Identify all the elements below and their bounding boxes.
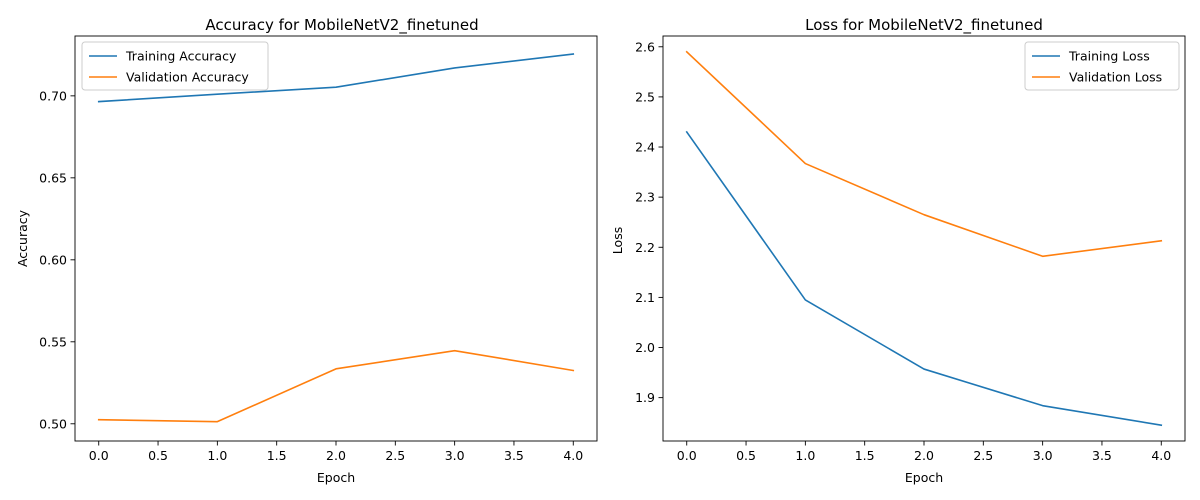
accuracy-axes-frame xyxy=(74,35,598,442)
loss-x-tick-label: 3.0 xyxy=(1033,448,1053,463)
accuracy-legend-label-training: Training Accuracy xyxy=(125,49,237,64)
loss-x-tick-label: 2.5 xyxy=(973,448,993,463)
loss-y-tick-label: 2.0 xyxy=(635,340,655,355)
loss-y-axis-label: Loss xyxy=(610,227,625,254)
accuracy-y-tick-label: 0.65 xyxy=(39,170,67,185)
loss-x-tick-label: 0.0 xyxy=(677,448,697,463)
loss-x-tick-label: 1.0 xyxy=(795,448,815,463)
accuracy-x-tick-label: 3.0 xyxy=(445,448,465,463)
loss-y-tick-label: 2.1 xyxy=(635,290,655,305)
loss-legend-label-validation: Validation Loss xyxy=(1069,70,1162,85)
accuracy-x-tick-label: 4.0 xyxy=(563,448,583,463)
accuracy-y-tick-label: 0.60 xyxy=(39,252,67,267)
accuracy-x-axis-label: Epoch xyxy=(317,470,355,485)
loss-y-tick-label: 2.2 xyxy=(635,240,655,255)
loss-y-tick-label: 2.3 xyxy=(635,190,655,205)
accuracy-y-tick-label: 0.50 xyxy=(39,416,67,431)
loss-x-tick-label: 4.0 xyxy=(1151,448,1171,463)
loss-y-tick-label: 2.6 xyxy=(635,39,655,54)
accuracy-x-tick-label: 3.5 xyxy=(504,448,524,463)
loss-series-line-training-loss xyxy=(685,130,1163,427)
loss-x-tick-label: 0.5 xyxy=(736,448,756,463)
accuracy-plot-area: 0.0 0.5 1.0 1.5 2.0 2.5 3.0 3.5 4.0 0.50 0.55 0.60 0… xyxy=(39,53,583,463)
loss-y-tick-label: 2.5 xyxy=(635,89,655,104)
loss-plot-area: 0.0 0.5 1.0 1.5 2.0 2.5 3.0 3.5 4.0 1.9 2.0 2.1 2.2 2… xyxy=(635,39,1171,463)
loss-x-tick-label: 2.0 xyxy=(914,448,934,463)
loss-chart: Loss for MobileNetV2_finetuned 0.0 0.5 1.0… xyxy=(610,16,1186,485)
loss-y-tick-label: 2.4 xyxy=(635,140,655,155)
accuracy-chart-title: Accuracy for MobileNetV2_finetuned xyxy=(205,16,478,35)
accuracy-x-tick-label: 2.5 xyxy=(385,448,405,463)
accuracy-x-tick-label: 1.0 xyxy=(207,448,227,463)
accuracy-x-tick-label: 0.5 xyxy=(148,448,168,463)
loss-y-tick-label: 1.9 xyxy=(635,390,655,405)
accuracy-x-tick-label: 1.5 xyxy=(267,448,287,463)
accuracy-legend-box xyxy=(81,41,269,91)
accuracy-y-tick-label: 0.55 xyxy=(39,334,67,349)
accuracy-chart: Accuracy for MobileNetV2_finetuned 0.0 0.… xyxy=(15,16,598,485)
accuracy-legend-label-validation: Validation Accuracy xyxy=(126,70,249,85)
accuracy-x-tick-label: 2.0 xyxy=(326,448,346,463)
loss-chart-title: Loss for MobileNetV2_finetuned xyxy=(805,16,1043,35)
loss-legend-label-training: Training Loss xyxy=(1068,49,1150,64)
loss-axes-frame xyxy=(662,35,1186,442)
loss-legend: Training Loss Validation Loss xyxy=(1024,41,1180,91)
accuracy-x-tick-label: 0.0 xyxy=(89,448,109,463)
accuracy-y-tick-label: 0.70 xyxy=(39,88,67,103)
accuracy-series-line-training-accuracy xyxy=(97,53,575,103)
loss-x-axis-label: Epoch xyxy=(905,470,943,485)
accuracy-legend: Training Accuracy Validation Accuracy xyxy=(81,41,269,91)
loss-series-line-validation-loss xyxy=(685,50,1163,258)
accuracy-y-axis-label: Accuracy xyxy=(15,209,30,267)
loss-x-tick-label: 1.5 xyxy=(855,448,875,463)
accuracy-series-line-validation-accuracy xyxy=(97,349,575,423)
loss-legend-box xyxy=(1024,41,1180,91)
loss-x-tick-label: 3.5 xyxy=(1092,448,1112,463)
